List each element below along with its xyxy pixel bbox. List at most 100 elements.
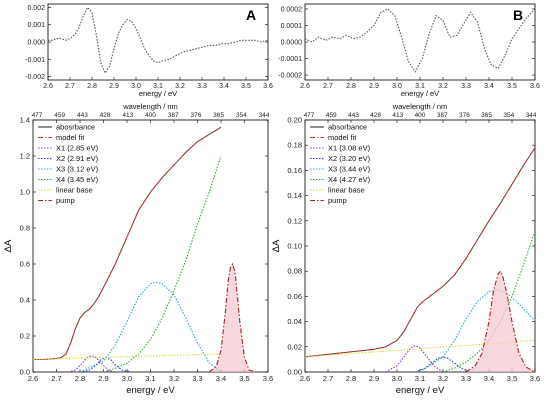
top-tick-label: 428	[370, 112, 381, 119]
x-tick-label: 3.0	[122, 374, 132, 383]
x-tick-label: 3.3	[192, 374, 202, 383]
series-0	[48, 6, 268, 75]
top-tick-label: 413	[392, 112, 403, 119]
y-tick-label: 0.002	[27, 5, 45, 12]
y-tick-label: 1.0	[20, 188, 30, 197]
chart-B-main: 2.6 2.7 2.8 2.9 3.0 3.1 3.2 3.3 3.4 3.5 3.6 energy …	[271, 102, 540, 396]
x-tick-label: 3.3	[461, 374, 471, 383]
legend-entry: abosrbance	[56, 123, 95, 132]
series-x3-3-44-ev-	[419, 289, 535, 372]
y-tick-label: 0.000	[27, 40, 45, 47]
legend-entry: X1 (3.08 eV)	[328, 144, 371, 153]
x-tick-label: 3.5	[239, 374, 249, 383]
series-group	[48, 6, 268, 75]
y-tick-label: 0.00	[287, 368, 302, 377]
y-tick-label: 0.4	[20, 296, 30, 305]
y-tick-label: 0.04	[287, 317, 302, 326]
chart-A-top: A 2.6 2.7 2.8 2.9 3.0 3.1 3.2 3.3 3.4 3.5 3.6 energy…	[25, 3, 273, 98]
x-tick-label: 2.7	[323, 83, 333, 90]
series-x4-3-45-ev-	[103, 155, 222, 372]
x-tick-label: 3.2	[175, 83, 185, 90]
series-pump	[465, 270, 535, 372]
y-tick-label: 0.08	[287, 267, 302, 276]
x-tick-label: 3.4	[484, 374, 494, 383]
x-tick-label: 2.6	[300, 83, 310, 90]
x-axis-label: energy / eV	[401, 89, 439, 98]
x-tick-label: 2.7	[65, 83, 75, 90]
y-tick-label: 1.2	[20, 152, 30, 161]
legend-entry: linear base	[56, 186, 93, 195]
x-tick-label: 3.5	[241, 83, 251, 90]
x-axis-label: energy / eV	[139, 89, 177, 98]
legend-entry: X2 (2.91 eV)	[56, 154, 99, 163]
series-pump-fill	[466, 271, 535, 372]
x-tick-label: 3.2	[438, 374, 448, 383]
x-tick-label: 2.8	[346, 374, 356, 383]
y-tick-label: 1.4	[20, 116, 30, 125]
x-tick-label: 3.3	[461, 83, 471, 90]
x-tick-label: 3.2	[438, 83, 448, 90]
top-tick-label: 459	[54, 112, 65, 119]
y-tick-label: 0.10	[287, 242, 302, 251]
y-axis-label: ΔA	[3, 239, 14, 252]
top-tick-label: 428	[100, 112, 111, 119]
x-tick-label: 3.6	[263, 83, 273, 90]
x-tick-label: 3.1	[415, 374, 425, 383]
top-tick-label: 376	[190, 112, 201, 119]
legend-entry: linear base	[328, 186, 365, 195]
x-tick-label: 2.9	[109, 83, 119, 90]
y-tick-label: 0.14	[287, 191, 302, 200]
x-tick-label: 2.8	[75, 374, 85, 383]
series-0	[305, 8, 535, 73]
y-tick-label: 0.8	[20, 224, 30, 233]
x-tick-label: 2.8	[87, 83, 97, 90]
top-tick-label: 400	[145, 112, 156, 119]
legend-entry: X1 (2.85 eV)	[56, 144, 99, 153]
series-model-fit	[305, 147, 535, 358]
top-tick-label: 376	[459, 112, 470, 119]
x-tick-label: 3.0	[392, 374, 402, 383]
top-tick-label: 354	[236, 112, 247, 119]
y-tick-label: 0.18	[287, 141, 302, 150]
x-axis-label: energy / eV	[126, 385, 175, 396]
series-x3-3-12-ev-	[79, 281, 222, 372]
x-tick-label: 3.6	[263, 374, 273, 383]
series-linear-base	[33, 353, 222, 360]
x-tick-label: 2.6	[28, 374, 38, 383]
x-tick-label: 3.3	[197, 83, 207, 90]
series-x1-2-85-ev-	[68, 355, 116, 372]
plot-frame	[47, 3, 269, 81]
legend-entry: pump	[328, 196, 347, 205]
chart-A-main: 2.6 2.7 2.8 2.9 3.0 3.1 3.2 3.3 3.4 3.5 3.6 energy …	[3, 102, 273, 396]
legend-entry: X2 (3.20 eV)	[328, 154, 371, 163]
y-tick-label: 0.6	[20, 260, 30, 269]
legend-entry: absorbance	[328, 123, 367, 132]
top-tick-label: 400	[415, 112, 426, 119]
x-tick-label: 3.5	[507, 83, 517, 90]
top-tick-label: 365	[481, 112, 492, 119]
x-tick-label: 3.4	[484, 83, 494, 90]
x-tick-label: 2.9	[369, 374, 379, 383]
x-tick-label: 3.4	[216, 374, 226, 383]
y-tick-label: -0.0001	[278, 56, 302, 63]
series-x2-3-20-ev-	[415, 356, 471, 372]
x-tick-label: 3.5	[507, 374, 517, 383]
series-group	[33, 126, 257, 372]
chart-B-top: B 2.6 2.7 2.8 2.9 3.0 3.1 3.2 3.3 3.4 3.5 3.6 energy…	[278, 3, 540, 98]
y-tick-label: -0.001	[25, 57, 45, 64]
series-group	[305, 8, 535, 73]
y-tick-label: 0.16	[287, 166, 302, 175]
y-tick-label: 0.2	[20, 332, 30, 341]
y-axis-label: ΔA	[271, 239, 282, 252]
y-tick-label: 0.02	[287, 342, 302, 351]
y-tick-label: 0.0001	[281, 23, 303, 30]
y-tick-label: 0.001	[27, 22, 45, 29]
x-tick-label: 2.9	[369, 83, 379, 90]
legend-entry: X4 (4.27 eV)	[328, 175, 371, 184]
top-axis-label: wavelength / nm	[392, 102, 448, 111]
x-tick-label: 2.7	[323, 374, 333, 383]
x-tick-label: 2.6	[43, 83, 53, 90]
x-axis-label: energy / eV	[396, 385, 445, 396]
y-tick-label: 0.0002	[281, 6, 303, 13]
top-axis-label: wavelength / nm	[122, 102, 178, 111]
